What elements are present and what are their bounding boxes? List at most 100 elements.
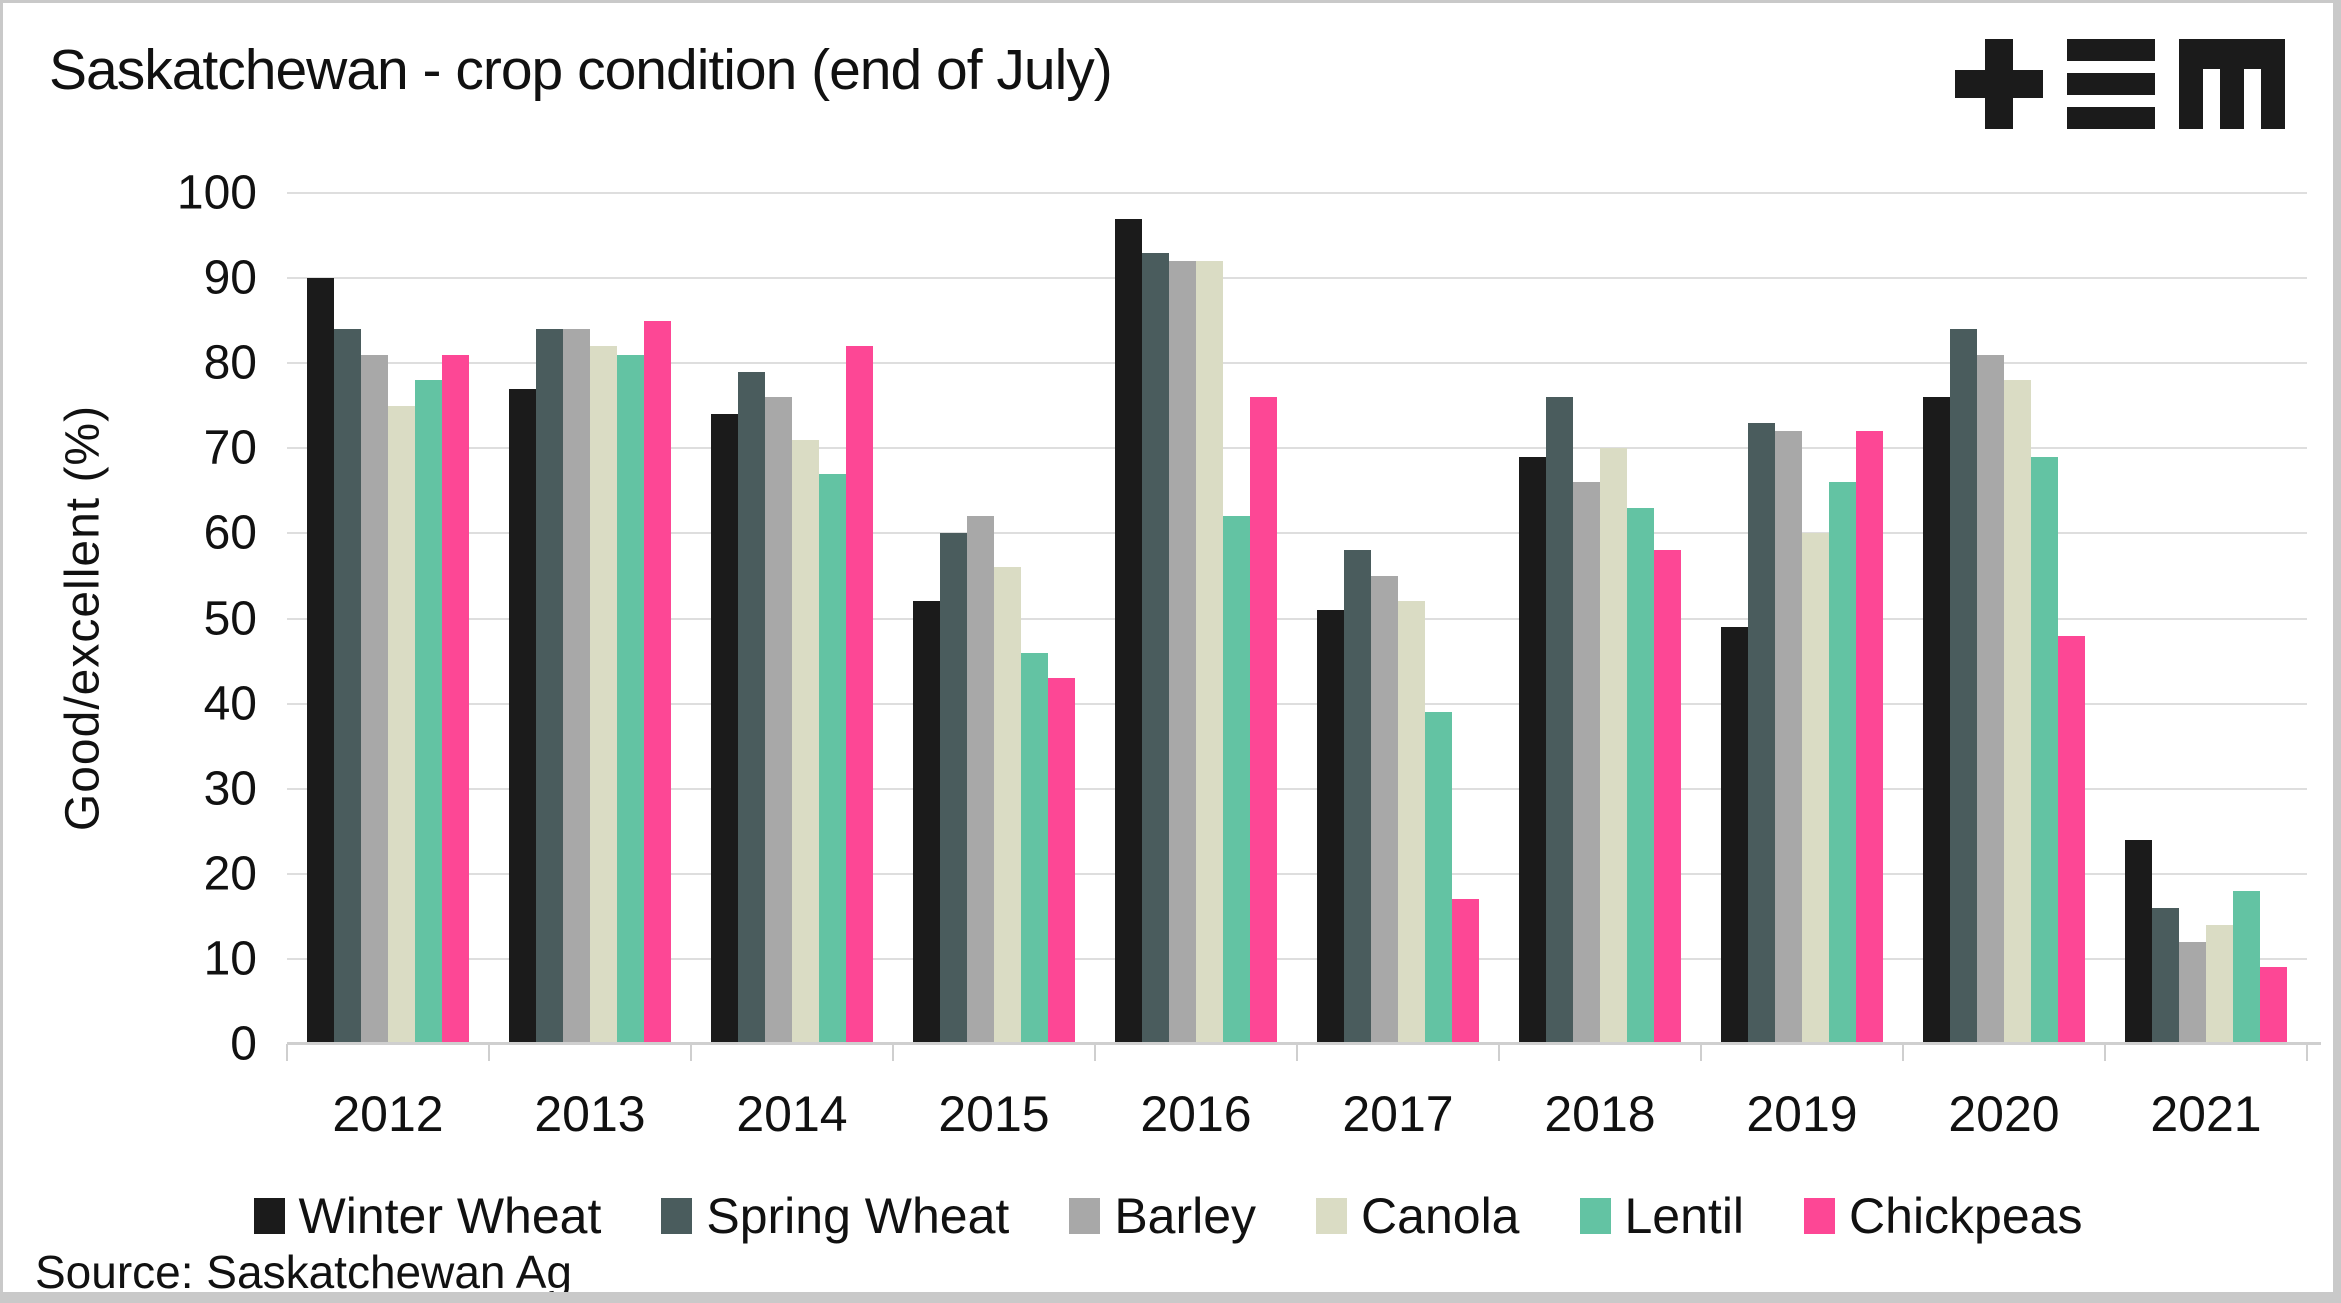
source-note: Source: Saskatchewan Ag — [35, 1246, 572, 1298]
x-tick-mark-1 — [488, 1044, 490, 1061]
legend-item-chickpeas: Chickpeas — [1804, 1187, 2082, 1245]
gridline-50 — [287, 617, 2307, 620]
bar-canola-2013 — [590, 346, 617, 1044]
x-axis-label-2013: 2013 — [534, 1086, 646, 1142]
x-tick-mark-4 — [1094, 1044, 1096, 1061]
y-tick-label-20: 20 — [203, 847, 257, 901]
x-tick-mark-8 — [1902, 1044, 1904, 1061]
legend-swatch-barley — [1069, 1198, 1101, 1234]
bar-spring-wheat-2019 — [1748, 422, 1775, 1044]
bar-barley-2017 — [1371, 575, 1398, 1044]
bar-chickpeas-2015 — [1048, 678, 1075, 1044]
legend-item-lentil: Lentil — [1579, 1187, 1745, 1245]
bar-spring-wheat-2015 — [940, 533, 967, 1044]
bar-lentil-2017 — [1425, 712, 1452, 1044]
bar-barley-2020 — [1977, 354, 2004, 1044]
bar-chickpeas-2020 — [2058, 635, 2085, 1044]
bar-canola-2014 — [792, 439, 819, 1044]
gridline-90 — [287, 277, 2307, 280]
legend-label-lentil: Lentil — [1624, 1188, 1745, 1244]
bar-chickpeas-2021 — [2260, 967, 2287, 1044]
bar-lentil-2015 — [1021, 652, 1048, 1044]
legend-swatch-lentil — [1579, 1198, 1611, 1234]
bar-spring-wheat-2013 — [536, 329, 563, 1044]
bar-chickpeas-2014 — [846, 346, 873, 1044]
bar-canola-2016 — [1196, 261, 1223, 1044]
bar-group-2016 — [1095, 193, 1297, 1044]
bar-group-2015 — [893, 193, 1095, 1044]
x-axis-label-2014: 2014 — [736, 1086, 848, 1142]
gridline-10 — [287, 957, 2307, 960]
x-tick-mark-2 — [690, 1044, 692, 1061]
bar-lentil-2016 — [1223, 516, 1250, 1044]
bar-lentil-2020 — [2031, 456, 2058, 1044]
bar-winter-wheat-2021 — [2125, 839, 2152, 1044]
y-axis-tick-labels: 0 10 20 30 40 50 60 70 80 90 100 — [3, 167, 257, 1071]
y-tick-label-60: 60 — [203, 506, 257, 560]
logo-bar-1 — [2067, 39, 2155, 61]
page-title: Saskatchewan - crop condition (end of Ju… — [49, 38, 1113, 102]
bar-canola-2018 — [1600, 448, 1627, 1044]
y-tick-label-70: 70 — [203, 421, 257, 475]
legend-item-spring-wheat: Spring Wheat — [661, 1187, 1009, 1245]
logo-bar-2 — [2067, 73, 2155, 95]
bar-spring-wheat-2020 — [1950, 329, 1977, 1044]
bar-group-2019 — [1701, 193, 1903, 1044]
x-axis-label-2018: 2018 — [1544, 1086, 1656, 1142]
bar-canola-2015 — [994, 567, 1021, 1044]
bar-barley-2021 — [2179, 941, 2206, 1044]
bar-spring-wheat-2012 — [334, 329, 361, 1044]
x-tick-mark-10 — [2306, 1044, 2308, 1061]
x-axis-tick-marks — [286, 1044, 2308, 1062]
bar-barley-2014 — [765, 397, 792, 1044]
x-tick-mark-6 — [1498, 1044, 1500, 1061]
bar-canola-2017 — [1398, 601, 1425, 1044]
x-axis-label-2012: 2012 — [332, 1086, 444, 1142]
bar-winter-wheat-2018 — [1519, 456, 1546, 1044]
gridline-60 — [287, 532, 2307, 535]
x-axis-label-2020: 2020 — [1948, 1086, 2060, 1142]
y-tick-label-0: 0 — [230, 1017, 257, 1071]
bar-group-2017 — [1297, 193, 1499, 1044]
legend-swatch-canola — [1316, 1198, 1348, 1234]
gridline-70 — [287, 447, 2307, 450]
y-tick-label-100: 100 — [176, 166, 257, 220]
legend-item-barley: Barley — [1069, 1187, 1256, 1245]
bar-winter-wheat-2020 — [1923, 397, 1950, 1044]
x-axis-label-2016: 2016 — [1140, 1086, 1252, 1142]
y-tick-label-10: 10 — [203, 932, 257, 986]
bar-spring-wheat-2014 — [738, 371, 765, 1044]
legend-label-barley: Barley — [1114, 1188, 1257, 1244]
bar-canola-2019 — [1802, 533, 1829, 1044]
legend-swatch-winter-wheat — [253, 1198, 285, 1234]
y-tick-label-40: 40 — [203, 677, 257, 731]
bar-lentil-2013 — [617, 354, 644, 1044]
y-tick-label-90: 90 — [203, 251, 257, 305]
bar-group-2021 — [2105, 193, 2307, 1044]
bar-group-2020 — [1903, 193, 2105, 1044]
x-axis-label-2019: 2019 — [1746, 1086, 1858, 1142]
legend-label-spring-wheat: Spring Wheat — [706, 1188, 1010, 1244]
bar-chickpeas-2012 — [442, 354, 469, 1044]
logo-m-glyph — [2179, 39, 2285, 129]
bar-canola-2020 — [2004, 380, 2031, 1044]
gridline-30 — [287, 787, 2307, 790]
bar-lentil-2019 — [1829, 482, 1856, 1044]
bar-spring-wheat-2017 — [1344, 550, 1371, 1044]
legend-swatch-chickpeas — [1804, 1198, 1836, 1234]
bar-canola-2021 — [2206, 924, 2233, 1044]
bar-winter-wheat-2019 — [1721, 627, 1748, 1044]
bar-spring-wheat-2021 — [2152, 907, 2179, 1044]
legend-item-canola: Canola — [1316, 1187, 1520, 1245]
x-axis-label-2015: 2015 — [938, 1086, 1050, 1142]
y-tick-label-50: 50 — [203, 592, 257, 645]
x-tick-mark-7 — [1700, 1044, 1702, 1061]
x-tick-mark-9 — [2104, 1044, 2106, 1061]
legend-label-chickpeas: Chickpeas — [1849, 1188, 2083, 1244]
legend-item-winter-wheat: Winter Wheat — [253, 1187, 601, 1245]
logo-plus-horizontal — [1955, 70, 2043, 98]
bar-spring-wheat-2018 — [1546, 397, 1573, 1044]
legend-swatch-spring-wheat — [661, 1198, 693, 1234]
y-tick-label-30: 30 — [203, 762, 257, 816]
bar-winter-wheat-2017 — [1317, 610, 1344, 1044]
